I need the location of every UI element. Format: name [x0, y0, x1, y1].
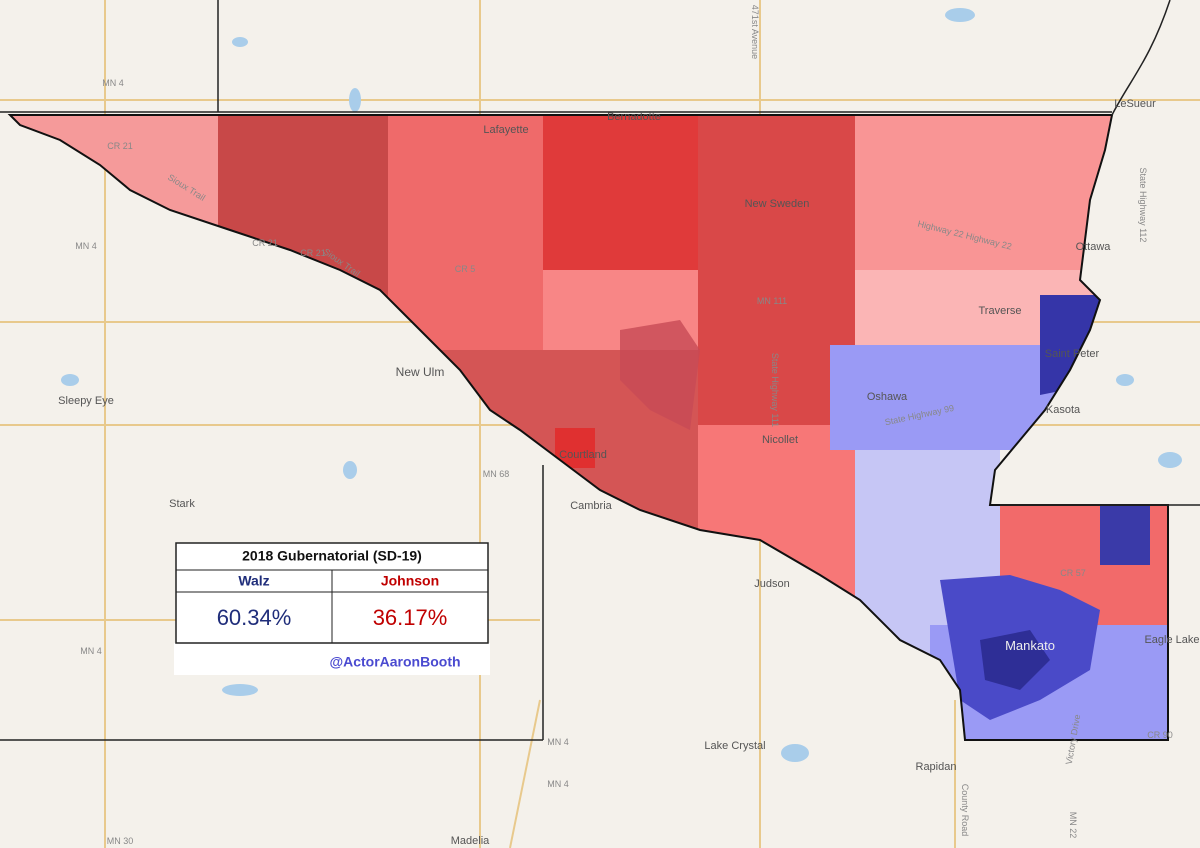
place-label: Traverse [979, 305, 1022, 317]
road-label: CR 90 [1147, 730, 1173, 740]
place-label: Lafayette [483, 124, 528, 136]
place-label: Judson [754, 578, 789, 590]
road-label: MN 4 [75, 241, 97, 251]
road-label: MN 111 [757, 296, 787, 306]
road-label: CR 5 [455, 264, 476, 274]
results-title: 2018 Gubernatorial (SD-19) [242, 548, 422, 564]
candidate-name: Johnson [381, 573, 439, 589]
place-label: Courtland [559, 449, 607, 461]
place-label: New Sweden [745, 198, 810, 210]
results-box: 2018 Gubernatorial (SD-19) Walz Johnson … [174, 542, 490, 675]
credit-background [174, 643, 490, 675]
place-label: Saint Peter [1045, 348, 1100, 360]
road-label: CR 21 [252, 238, 278, 248]
road-label: State Highway 111 [770, 353, 780, 427]
place-label: Madelia [451, 835, 490, 847]
road-label: CR 21 [300, 248, 326, 258]
place-label: Nicollet [762, 434, 798, 446]
road-label: CR 57 [1060, 568, 1086, 578]
place-label: LeSueur [1114, 98, 1156, 110]
road-label: MN 4 [547, 779, 569, 789]
candidate-share: 36.17% [373, 605, 448, 630]
place-label: Oshawa [867, 391, 908, 403]
candidate-share: 60.34% [217, 605, 292, 630]
place-labels: Lafayette Bernadotte New Sweden Ottawa L… [58, 98, 1199, 847]
credit: @ActorAaronBooth [329, 654, 460, 670]
road-label: CR 21 [107, 141, 133, 151]
road-label: MN 4 [80, 646, 102, 656]
place-label: Stark [169, 498, 195, 510]
place-label: Mankato [1005, 638, 1055, 653]
place-label: Kasota [1046, 404, 1081, 416]
place-label: Ottawa [1076, 241, 1112, 253]
place-label: Cambria [570, 500, 612, 512]
road-label: MN 30 [107, 836, 134, 846]
road-label: State Highway 112 [1138, 168, 1148, 243]
county-lines [0, 0, 1200, 741]
road-label: County Road [960, 784, 970, 837]
place-label: Bernadotte [607, 111, 661, 123]
road-label: MN 4 [547, 737, 569, 747]
road-label: MN 68 [483, 469, 510, 479]
place-label: Sleepy Eye [58, 395, 114, 407]
road-label: 471st Avenue [750, 5, 760, 59]
place-label: Lake Crystal [704, 740, 765, 752]
candidate-name: Walz [238, 573, 269, 589]
road-label: MN 4 [102, 78, 124, 88]
place-label: Rapidan [916, 761, 957, 773]
lakes [61, 8, 1182, 762]
place-label: New Ulm [396, 365, 445, 379]
place-label: Eagle Lake [1144, 634, 1199, 646]
road-label: MN 22 [1068, 812, 1078, 839]
